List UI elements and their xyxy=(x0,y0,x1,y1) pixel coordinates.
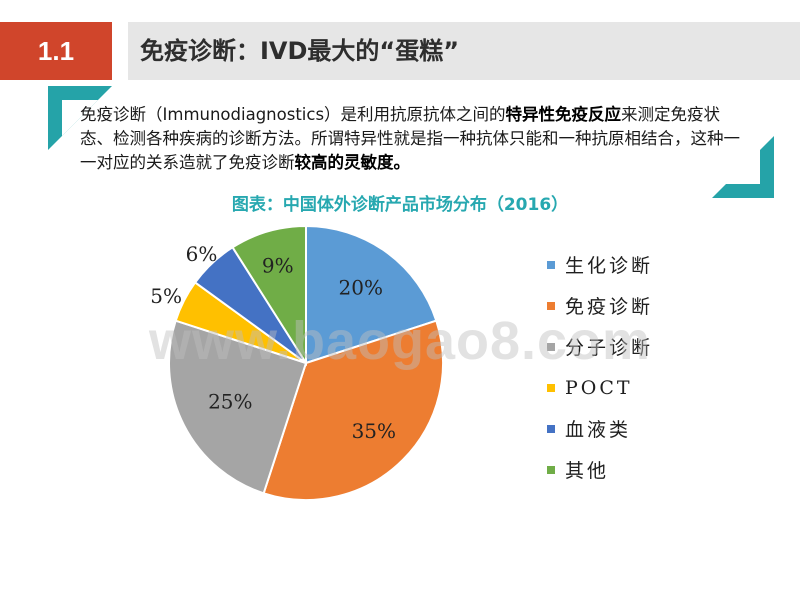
slice-value-label: 20% xyxy=(339,276,383,300)
slice-value-label: 6% xyxy=(186,242,218,266)
section-number-badge: 1.1 xyxy=(0,22,112,80)
legend-swatch xyxy=(547,424,555,433)
slice-value-label: 25% xyxy=(208,390,252,414)
slice-value-label: 5% xyxy=(150,284,182,308)
intro-text-2: 来测定免疫状态、检测各种疾病的诊断方法。所谓特异性就是指一种抗体只能和一种抗原相… xyxy=(80,105,740,172)
pie-slice xyxy=(262,319,444,501)
legend-item: 其他 xyxy=(547,449,653,490)
intro-paragraph: 免疫诊断（Immunodiagnostics）是利用抗原抗体之间的特异性免疫反应… xyxy=(80,103,740,175)
legend-swatch xyxy=(547,260,555,269)
legend-swatch xyxy=(547,301,555,310)
slice-value-label: 35% xyxy=(352,419,396,443)
slice-value-label: 9% xyxy=(262,254,294,278)
legend-label: 其他 xyxy=(565,460,610,482)
legend-label: 免疫诊断 xyxy=(565,296,654,318)
legend-swatch xyxy=(547,465,555,474)
pie-slice xyxy=(305,224,438,365)
corner-decoration-top-left-cut xyxy=(62,100,98,136)
chart-legend: 生化诊断免疫诊断分子诊断 POCT 血液类其他 xyxy=(547,244,653,490)
legend-item: 生化诊断 xyxy=(547,244,653,285)
watermark: www.baogao8.com xyxy=(148,311,652,371)
pie-slice xyxy=(168,319,308,495)
legend-label: 分子诊断 xyxy=(565,337,654,359)
intro-bold-2: 较高的灵敏度。 xyxy=(294,153,411,172)
header-bar xyxy=(128,22,800,80)
legend-label: 血液类 xyxy=(565,419,632,441)
legend-item: 血液类 xyxy=(547,408,653,449)
legend-label: POCT xyxy=(565,376,633,399)
section-number: 1.1 xyxy=(37,36,75,66)
pie-slice xyxy=(231,224,307,367)
page-title: 免疫诊断：IVD最大的“蛋糕” xyxy=(140,37,459,65)
chart-title: 图表：中国体外诊断产品市场分布（2016） xyxy=(231,195,569,215)
legend-swatch xyxy=(547,342,555,351)
legend-item: 免疫诊断 xyxy=(547,285,653,326)
intro-text-1: 免疫诊断（Immunodiagnostics）是利用抗原抗体之间的 xyxy=(80,105,506,124)
legend-item: POCT xyxy=(547,367,653,408)
legend-swatch xyxy=(547,383,555,392)
legend-label: 生化诊断 xyxy=(565,255,654,277)
legend-item: 分子诊断 xyxy=(547,326,653,367)
corner-decoration-bottom-right-cut xyxy=(712,136,760,184)
intro-bold-1: 特异性免疫反应 xyxy=(505,105,622,124)
